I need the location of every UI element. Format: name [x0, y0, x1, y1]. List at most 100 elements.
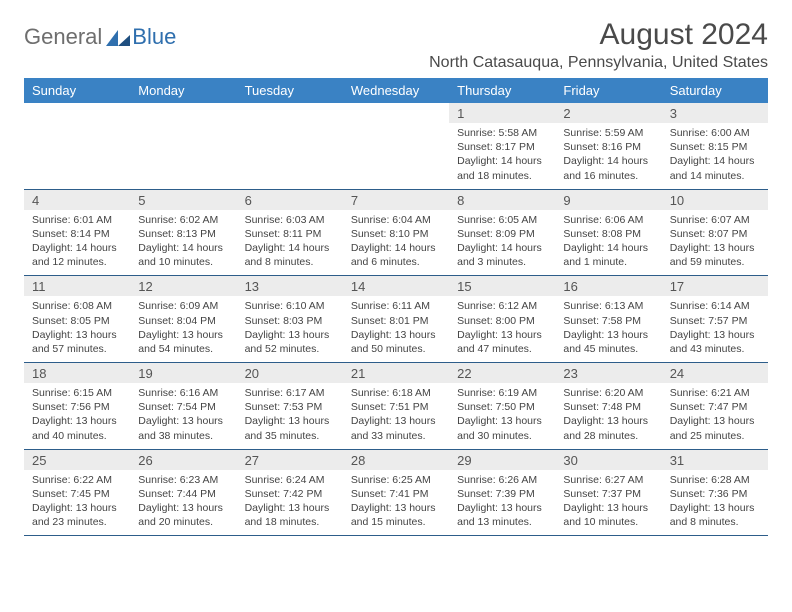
- day-number: [343, 103, 449, 123]
- sunrise-text: Sunrise: 6:13 AM: [563, 299, 653, 313]
- day-cell-content: Sunrise: 6:11 AMSunset: 8:01 PMDaylight:…: [343, 296, 449, 362]
- location: North Catasauqua, Pennsylvania, United S…: [429, 54, 768, 72]
- day-cell: Sunrise: 6:13 AMSunset: 7:58 PMDaylight:…: [555, 296, 661, 362]
- day-number: [237, 103, 343, 123]
- daylight-text: Daylight: 13 hours and 18 minutes.: [245, 501, 335, 529]
- day-number: 11: [24, 276, 130, 297]
- daylight-text: Daylight: 13 hours and 45 minutes.: [563, 328, 653, 356]
- day-number: 9: [555, 189, 661, 210]
- daylight-text: Daylight: 13 hours and 25 minutes.: [670, 414, 760, 442]
- sunrise-text: Sunrise: 6:17 AM: [245, 386, 335, 400]
- day-number: 29: [449, 449, 555, 470]
- sunset-text: Sunset: 7:36 PM: [670, 487, 760, 501]
- sunrise-text: Sunrise: 6:00 AM: [670, 126, 760, 140]
- daylight-text: Daylight: 13 hours and 8 minutes.: [670, 501, 760, 529]
- daylight-text: Daylight: 14 hours and 12 minutes.: [32, 241, 122, 269]
- daylight-text: Daylight: 14 hours and 16 minutes.: [563, 154, 653, 182]
- logo: General Blue: [24, 24, 176, 50]
- day-cell-content: [130, 123, 236, 132]
- day-cell: Sunrise: 5:58 AMSunset: 8:17 PMDaylight:…: [449, 123, 555, 189]
- day-cell-content: Sunrise: 6:10 AMSunset: 8:03 PMDaylight:…: [237, 296, 343, 362]
- week-row: Sunrise: 6:08 AMSunset: 8:05 PMDaylight:…: [24, 296, 768, 362]
- daylight-text: Daylight: 14 hours and 6 minutes.: [351, 241, 441, 269]
- month-title: August 2024: [429, 18, 768, 52]
- sunrise-text: Sunrise: 6:18 AM: [351, 386, 441, 400]
- day-cell: Sunrise: 6:21 AMSunset: 7:47 PMDaylight:…: [662, 383, 768, 449]
- sunset-text: Sunset: 7:44 PM: [138, 487, 228, 501]
- daylight-text: Daylight: 14 hours and 3 minutes.: [457, 241, 547, 269]
- day-number: 31: [662, 449, 768, 470]
- sunrise-text: Sunrise: 6:22 AM: [32, 473, 122, 487]
- sunrise-text: Sunrise: 6:12 AM: [457, 299, 547, 313]
- sunset-text: Sunset: 8:07 PM: [670, 227, 760, 241]
- day-number: 7: [343, 189, 449, 210]
- day-number: 1: [449, 103, 555, 123]
- day-header-row: Sunday Monday Tuesday Wednesday Thursday…: [24, 78, 768, 103]
- day-cell-content: Sunrise: 6:00 AMSunset: 8:15 PMDaylight:…: [662, 123, 768, 189]
- sunset-text: Sunset: 8:10 PM: [351, 227, 441, 241]
- day-cell-content: Sunrise: 6:18 AMSunset: 7:51 PMDaylight:…: [343, 383, 449, 449]
- day-cell: [24, 123, 130, 189]
- day-cell: Sunrise: 6:27 AMSunset: 7:37 PMDaylight:…: [555, 470, 661, 536]
- calendar-table: Sunday Monday Tuesday Wednesday Thursday…: [24, 78, 768, 536]
- sunset-text: Sunset: 7:45 PM: [32, 487, 122, 501]
- day-cell-content: Sunrise: 6:17 AMSunset: 7:53 PMDaylight:…: [237, 383, 343, 449]
- day-number: 14: [343, 276, 449, 297]
- day-number: 18: [24, 363, 130, 384]
- day-number: 8: [449, 189, 555, 210]
- sunset-text: Sunset: 8:05 PM: [32, 314, 122, 328]
- sunrise-text: Sunrise: 6:15 AM: [32, 386, 122, 400]
- day-cell: Sunrise: 6:14 AMSunset: 7:57 PMDaylight:…: [662, 296, 768, 362]
- day-cell-content: Sunrise: 6:26 AMSunset: 7:39 PMDaylight:…: [449, 470, 555, 536]
- day-number: 3: [662, 103, 768, 123]
- sunset-text: Sunset: 8:09 PM: [457, 227, 547, 241]
- day-number: 24: [662, 363, 768, 384]
- day-cell: [343, 123, 449, 189]
- daylight-text: Daylight: 13 hours and 59 minutes.: [670, 241, 760, 269]
- sunrise-text: Sunrise: 6:21 AM: [670, 386, 760, 400]
- day-cell: Sunrise: 6:01 AMSunset: 8:14 PMDaylight:…: [24, 210, 130, 276]
- sunrise-text: Sunrise: 6:02 AM: [138, 213, 228, 227]
- week-row: Sunrise: 6:22 AMSunset: 7:45 PMDaylight:…: [24, 470, 768, 536]
- day-number: 21: [343, 363, 449, 384]
- day-cell: Sunrise: 6:16 AMSunset: 7:54 PMDaylight:…: [130, 383, 236, 449]
- daylight-text: Daylight: 13 hours and 23 minutes.: [32, 501, 122, 529]
- daylight-text: Daylight: 13 hours and 28 minutes.: [563, 414, 653, 442]
- day-cell: Sunrise: 5:59 AMSunset: 8:16 PMDaylight:…: [555, 123, 661, 189]
- day-cell: Sunrise: 6:23 AMSunset: 7:44 PMDaylight:…: [130, 470, 236, 536]
- daylight-text: Daylight: 14 hours and 10 minutes.: [138, 241, 228, 269]
- day-cell-content: Sunrise: 6:01 AMSunset: 8:14 PMDaylight:…: [24, 210, 130, 276]
- day-cell: Sunrise: 6:06 AMSunset: 8:08 PMDaylight:…: [555, 210, 661, 276]
- day-cell-content: Sunrise: 6:04 AMSunset: 8:10 PMDaylight:…: [343, 210, 449, 276]
- day-cell-content: Sunrise: 6:03 AMSunset: 8:11 PMDaylight:…: [237, 210, 343, 276]
- daylight-text: Daylight: 13 hours and 38 minutes.: [138, 414, 228, 442]
- daylight-text: Daylight: 13 hours and 13 minutes.: [457, 501, 547, 529]
- day-cell-content: Sunrise: 6:07 AMSunset: 8:07 PMDaylight:…: [662, 210, 768, 276]
- day-cell-content: Sunrise: 6:08 AMSunset: 8:05 PMDaylight:…: [24, 296, 130, 362]
- day-number: 25: [24, 449, 130, 470]
- sunrise-text: Sunrise: 6:23 AM: [138, 473, 228, 487]
- sunset-text: Sunset: 7:42 PM: [245, 487, 335, 501]
- sunrise-text: Sunrise: 5:59 AM: [563, 126, 653, 140]
- day-cell-content: Sunrise: 6:19 AMSunset: 7:50 PMDaylight:…: [449, 383, 555, 449]
- daylight-text: Daylight: 14 hours and 8 minutes.: [245, 241, 335, 269]
- day-cell: [130, 123, 236, 189]
- daynum-row: 45678910: [24, 189, 768, 210]
- day-cell: Sunrise: 6:07 AMSunset: 8:07 PMDaylight:…: [662, 210, 768, 276]
- day-number: 19: [130, 363, 236, 384]
- title-block: August 2024 North Catasauqua, Pennsylvan…: [429, 18, 768, 72]
- sunrise-text: Sunrise: 6:05 AM: [457, 213, 547, 227]
- sunset-text: Sunset: 8:11 PM: [245, 227, 335, 241]
- sunset-text: Sunset: 7:51 PM: [351, 400, 441, 414]
- day-cell-content: Sunrise: 6:06 AMSunset: 8:08 PMDaylight:…: [555, 210, 661, 276]
- day-cell: Sunrise: 6:15 AMSunset: 7:56 PMDaylight:…: [24, 383, 130, 449]
- day-number: 12: [130, 276, 236, 297]
- day-cell: Sunrise: 6:19 AMSunset: 7:50 PMDaylight:…: [449, 383, 555, 449]
- week-row: Sunrise: 5:58 AMSunset: 8:17 PMDaylight:…: [24, 123, 768, 189]
- day-cell-content: Sunrise: 6:14 AMSunset: 7:57 PMDaylight:…: [662, 296, 768, 362]
- daylight-text: Daylight: 13 hours and 57 minutes.: [32, 328, 122, 356]
- day-number: 16: [555, 276, 661, 297]
- day-cell: Sunrise: 6:00 AMSunset: 8:15 PMDaylight:…: [662, 123, 768, 189]
- day-header: Monday: [130, 78, 236, 103]
- sunset-text: Sunset: 7:58 PM: [563, 314, 653, 328]
